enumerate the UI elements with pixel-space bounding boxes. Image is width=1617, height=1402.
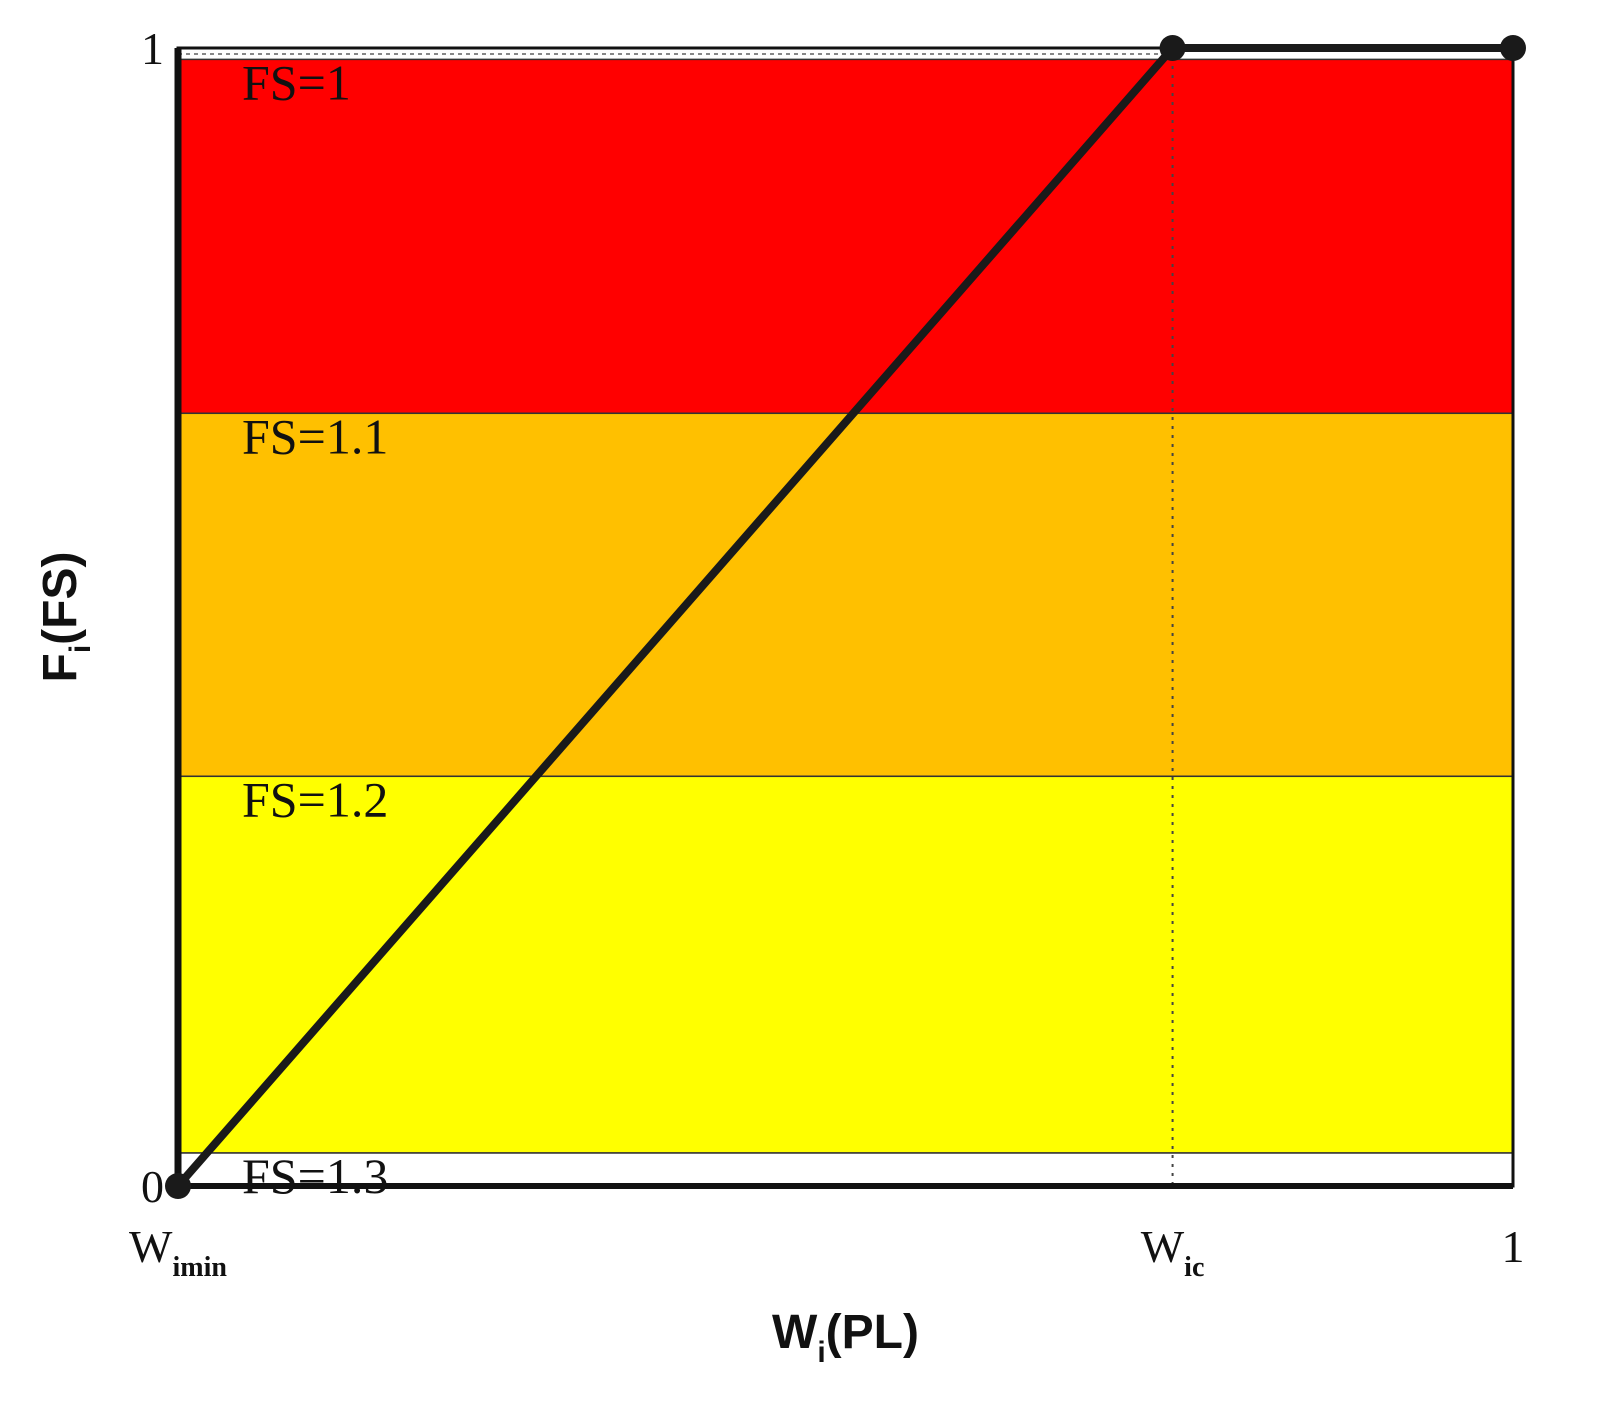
band-1 xyxy=(177,58,1514,415)
x-axis-title: Wi(PL) xyxy=(772,1306,919,1369)
x-tick-label-2: Wic xyxy=(1141,1221,1205,1283)
band-labels-layer: FS=1 FS=1.1 FS=1.2 FS=1.3 xyxy=(242,54,388,1204)
y-axis-title-rest: (FS) xyxy=(34,552,87,645)
series-layer xyxy=(165,35,1526,1199)
band-label-4: FS=1.3 xyxy=(242,1148,388,1204)
y-tick-label-2: 1 xyxy=(141,23,164,74)
x-axis-title-main: W xyxy=(772,1306,818,1359)
band-label-3: FS=1.2 xyxy=(242,771,388,827)
x-tick-label-3: 1 xyxy=(1502,1221,1525,1272)
y-axis-title-sub: i xyxy=(64,645,97,653)
x-tick-label-1: Wimin xyxy=(129,1221,227,1283)
data-point-3 xyxy=(1500,35,1526,61)
band-label-1: FS=1 xyxy=(242,54,351,110)
x-axis-title-rest: (PL) xyxy=(826,1306,919,1359)
ticks-layer: 0 1 Wimin Wic 1 xyxy=(129,23,1524,1283)
data-point-2 xyxy=(1159,35,1186,61)
bands-layer xyxy=(177,58,1514,1187)
x-axis-title-sub: i xyxy=(817,1336,825,1369)
data-point-1 xyxy=(165,1173,191,1199)
y-tick-label-1: 0 xyxy=(141,1161,164,1212)
band-label-2: FS=1.1 xyxy=(242,408,388,464)
y-axis-title-main: F xyxy=(34,653,87,682)
band-2 xyxy=(177,412,1514,778)
band-3 xyxy=(177,775,1514,1154)
y-axis-title: Fi(FS) xyxy=(34,552,97,683)
band-4 xyxy=(177,1152,1514,1187)
